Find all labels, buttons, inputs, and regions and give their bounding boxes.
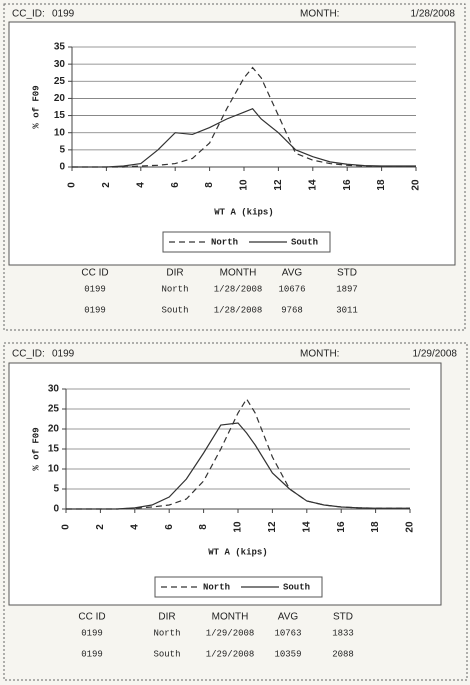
x-tick-label: 16 [342,179,353,191]
table-header: CC ID [78,612,105,623]
table-cell: 1/28/2008 [214,305,263,315]
table-header: STD [337,268,357,279]
table-cell: 0199 [84,284,106,294]
x-tick-label: 14 [301,521,312,533]
y-tick-label: 20 [54,93,66,104]
table-header: AVG [282,268,303,279]
table-header: CC ID [81,268,108,279]
table-cell: 1/28/2008 [214,284,263,294]
y-tick-label: 10 [54,127,66,138]
month-label: MONTH: [300,349,339,360]
table-cell: 1/29/2008 [206,649,255,659]
y-tick-label: 15 [54,110,66,121]
legend-label: North [203,582,230,592]
y-tick-label: 5 [59,144,65,155]
series-line [72,66,416,168]
x-tick-label: 2 [95,524,106,530]
x-tick-label: 18 [370,521,381,533]
x-tick-label: 12 [267,521,278,533]
month: 1/28/2008 [411,9,456,20]
table-header: AVG [278,612,299,623]
legend-label: South [291,237,318,247]
cc-id: 0199 [52,349,75,360]
x-tick-label: 2 [101,182,112,188]
y-axis-title: % of F09 [31,427,41,470]
table-cell: 1/29/2008 [206,628,255,638]
y-tick-label: 20 [48,424,60,435]
y-tick-label: 25 [54,76,66,87]
x-tick-label: 20 [411,179,422,191]
x-tick-label: 8 [204,182,215,188]
legend-label: South [283,582,310,592]
table-cell: 9768 [281,305,303,315]
table-cell: 0199 [84,305,106,315]
y-tick-label: 0 [59,162,65,173]
series-line [72,107,416,168]
y-tick-label: 0 [53,504,59,515]
table-cell: 1897 [336,284,358,294]
month: 1/29/2008 [413,349,458,360]
cc-id-label: CC_ID: [12,9,45,20]
table-header: MONTH [212,612,249,623]
x-tick-label: 14 [307,179,318,191]
x-tick-label: 6 [170,182,181,188]
y-tick-label: 5 [53,484,59,495]
x-tick-label: 0 [67,182,78,188]
table-header: DIR [166,268,183,279]
table-cell: 10763 [274,628,301,638]
x-tick-label: 18 [376,179,387,191]
table-cell: 0199 [81,628,103,638]
x-tick-label: 20 [405,521,416,533]
month-label: MONTH: [300,9,339,20]
x-tick-label: 10 [233,521,244,533]
table-cell: 10676 [278,284,305,294]
x-tick-label: 12 [273,179,284,191]
table-cell: 0199 [81,649,103,659]
table-cell: 3011 [336,305,358,315]
chart-frame [8,362,442,606]
y-tick-label: 30 [54,59,66,70]
legend-box [154,576,323,598]
x-tick-label: 6 [164,524,175,530]
table-cell: South [161,305,188,315]
chart-frame [8,21,456,266]
x-tick-label: 4 [135,182,146,188]
series-line [66,422,410,510]
table-header: DIR [158,612,175,623]
table-header: STD [333,612,353,623]
y-tick-label: 30 [48,384,60,395]
table-cell: 2088 [332,649,354,659]
panel-frame [3,3,466,331]
table-cell: North [161,284,188,294]
table-cell: South [153,649,180,659]
table-cell: 1833 [332,628,354,638]
cc-id: 0199 [52,9,75,20]
x-tick-label: 10 [239,179,250,191]
y-axis-title: % of F09 [31,85,41,128]
x-tick-label: 16 [336,521,347,533]
y-tick-label: 35 [54,42,66,53]
y-tick-label: 25 [48,404,60,415]
x-axis-title: WT A (kips) [214,207,273,217]
legend-label: North [211,237,238,247]
x-axis-title: WT A (kips) [208,547,267,557]
y-tick-label: 15 [48,444,60,455]
y-tick-label: 10 [48,464,60,475]
table-header: MONTH [220,268,257,279]
cc-id-label: CC_ID: [12,349,45,360]
x-tick-label: 0 [61,524,72,530]
legend-box [162,231,331,253]
table-cell: North [153,628,180,638]
x-tick-label: 4 [129,524,140,530]
x-tick-label: 8 [198,524,209,530]
table-cell: 10359 [274,649,301,659]
